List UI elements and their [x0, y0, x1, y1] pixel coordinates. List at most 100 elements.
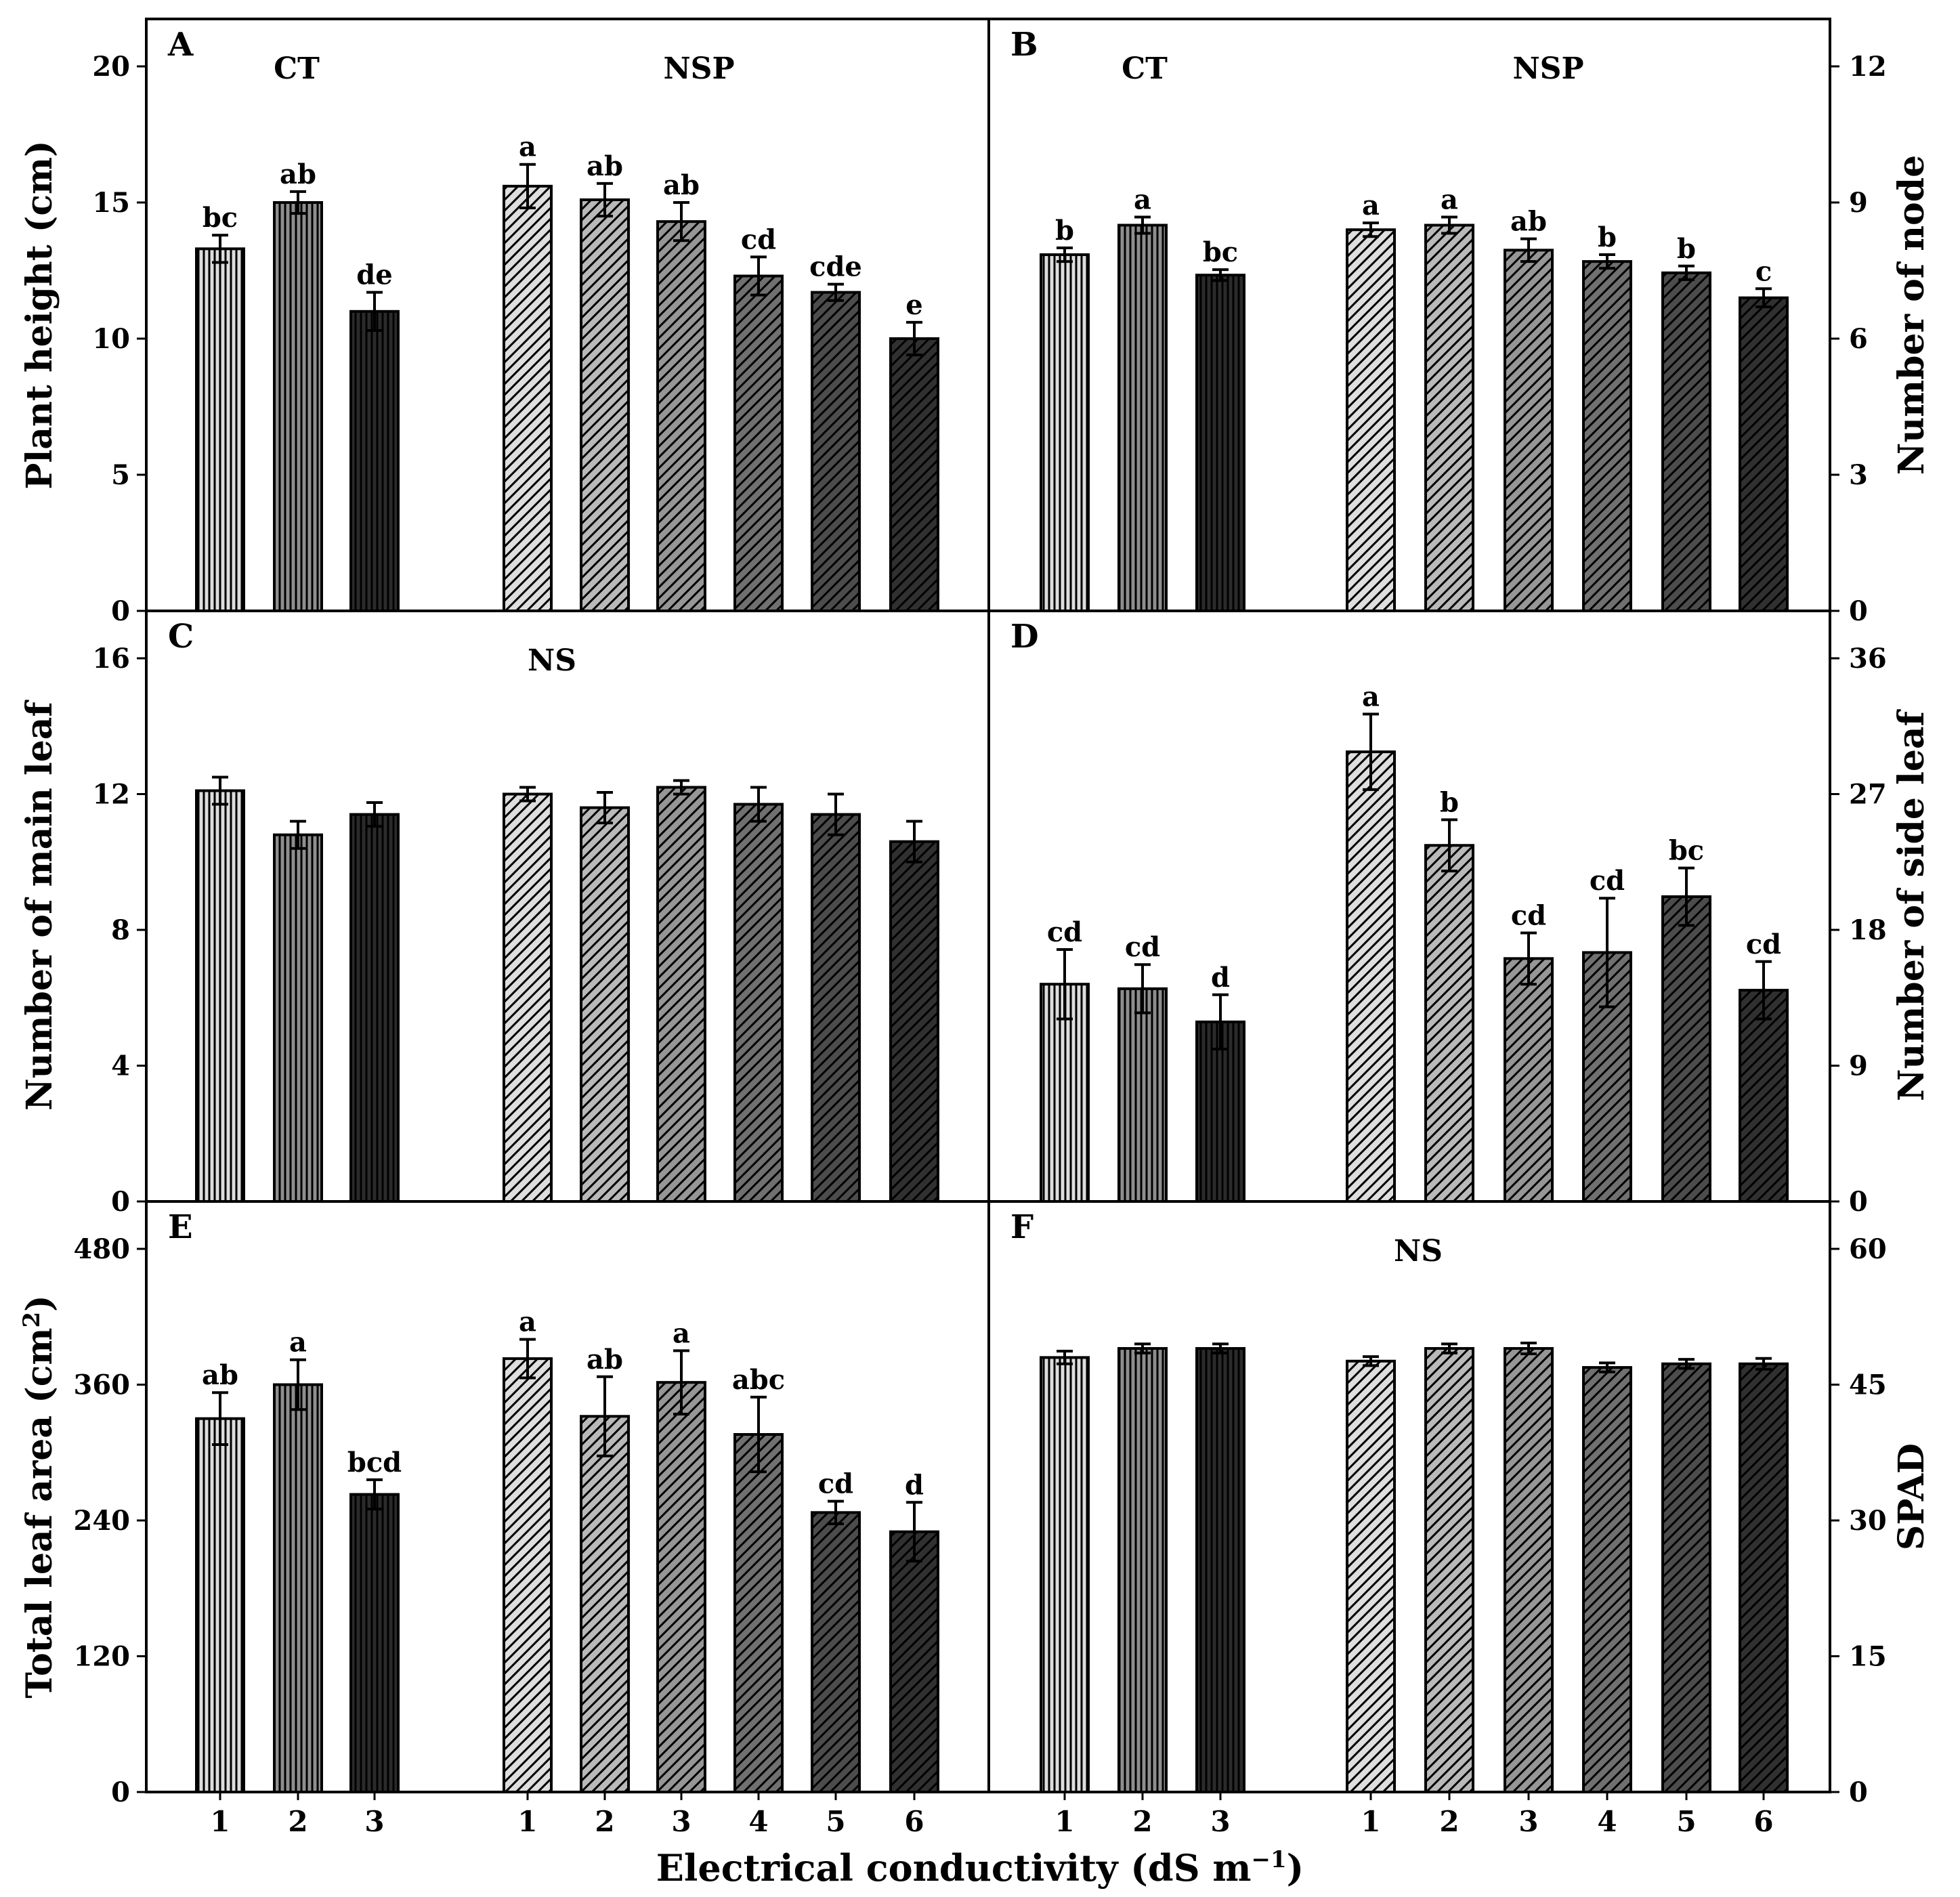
bar-ct-3 — [349, 813, 400, 1203]
y-tick-label: 60 — [1849, 1233, 1887, 1265]
y-axis-label-close: ) — [19, 1295, 60, 1312]
y-axis-label-c: Number of main leaf — [19, 700, 60, 1111]
bar-nsp-5 — [1661, 271, 1711, 612]
bar-nsp-5 — [1661, 1362, 1711, 1794]
x-tick-label: 6 — [1753, 1805, 1773, 1838]
y-tick-label: 0 — [111, 595, 130, 627]
x-tick-label: 4 — [1597, 1805, 1617, 1838]
bar-nsp-2 — [580, 806, 630, 1203]
y-axis-label-f: SPAD — [1891, 1443, 1932, 1550]
bar-nsp-2 — [580, 1415, 630, 1794]
x-axis-title-main: Electrical conductivity (dS m — [656, 1846, 1252, 1890]
significance-letter: a — [289, 1327, 307, 1359]
y-tick-label: 27 — [1849, 779, 1887, 811]
x-axis-title-close: ) — [1287, 1846, 1304, 1890]
y-tick-label: 9 — [1849, 1050, 1868, 1082]
significance-letter: cd — [1125, 931, 1160, 963]
x-tick-label: 2 — [1439, 1805, 1459, 1838]
significance-letter: bc — [1669, 835, 1704, 867]
panel-d: D 0 9 18 27 36 Number of side leaf cd cd d a b cd cd b… — [1010, 618, 1932, 1218]
significance-letter: bc — [203, 202, 238, 234]
group-label-nsp: NSP — [1512, 51, 1583, 86]
bar-nsp-6 — [889, 337, 939, 612]
y-tick-label: 0 — [1849, 1776, 1868, 1808]
bar-ct-1 — [195, 247, 245, 612]
y-tick-label: 4 — [111, 1050, 130, 1082]
bar-nsp-6 — [1739, 296, 1789, 612]
panel-letter-a: A — [167, 26, 194, 64]
group-label-nsp: NSP — [663, 51, 734, 86]
y-tick-label: 15 — [92, 187, 130, 219]
panel-letter-b: B — [1010, 26, 1038, 64]
panel-a: A CT NSP 0 5 10 15 20 Plant height (cm) bc ab de a ab… — [19, 26, 939, 627]
y-tick-label: 15 — [1849, 1641, 1887, 1673]
y-tick-label: 0 — [1849, 595, 1868, 627]
bar-nsp-4 — [733, 803, 784, 1203]
significance-letter: bc — [1203, 236, 1238, 268]
y-tick-label: 0 — [111, 1776, 130, 1808]
significance-letter: de — [356, 259, 392, 291]
bar-nsp-4 — [733, 1433, 784, 1793]
bar-nsp-6 — [1739, 989, 1789, 1203]
y-axis-label-text: Total leaf area (cm — [19, 1328, 60, 1699]
bar-ct-3 — [349, 1493, 400, 1793]
panel-letter-d: D — [1010, 618, 1039, 656]
y-axis-label-text: SPAD — [1891, 1443, 1932, 1550]
bar-nsp-3 — [656, 1381, 706, 1793]
bar-nsp-1 — [1346, 1359, 1396, 1794]
bar-ct-3 — [349, 310, 400, 612]
bar-nsp-2 — [580, 198, 630, 613]
bar-ct-1 — [195, 1417, 245, 1793]
bar-ct-1 — [195, 789, 245, 1203]
significance-letter: cd — [1047, 916, 1082, 948]
y-tick-label: 16 — [92, 643, 130, 675]
y-axis-label-text: Number of node — [1891, 155, 1932, 475]
significance-letter: abc — [732, 1364, 785, 1396]
bar-nsp-3 — [1504, 249, 1554, 613]
bar-ct-3 — [1195, 274, 1245, 612]
bar-ct-1 — [1040, 983, 1090, 1203]
significance-letter: b — [1055, 215, 1074, 247]
significance-letter: a — [1134, 184, 1151, 215]
y-tick-label: 120 — [74, 1641, 131, 1673]
significance-letter: ab — [202, 1359, 238, 1391]
bar-ct-2 — [1117, 987, 1168, 1203]
bar-ct-2 — [273, 201, 323, 612]
y-tick-label: 12 — [92, 779, 130, 811]
y-axis-label-b: Number of node — [1891, 155, 1932, 475]
y-tick-label: 36 — [1849, 643, 1887, 675]
bar-nsp-4 — [1582, 260, 1632, 613]
significance-letter: cd — [818, 1468, 853, 1500]
bar-nsp-3 — [1504, 957, 1554, 1203]
y-tick-label: 3 — [1849, 459, 1868, 491]
significance-letter: b — [1677, 233, 1696, 265]
y-tick-label: 20 — [92, 51, 130, 83]
y-axis-label-superscript: 2 — [18, 1312, 45, 1328]
significance-letter: ab — [587, 150, 623, 182]
x-tick-label: 6 — [904, 1805, 924, 1838]
significance-letter: a — [673, 1317, 690, 1349]
x-tick-label: 3 — [1518, 1805, 1538, 1838]
y-tick-label: 0 — [111, 1186, 130, 1218]
significance-letter: ab — [587, 1344, 623, 1376]
significance-letter: cde — [809, 251, 862, 283]
bar-nsp-1 — [1346, 750, 1396, 1203]
significance-letter: ab — [663, 169, 700, 201]
y-tick-label: 8 — [111, 914, 130, 946]
bar-nsp-4 — [733, 274, 784, 612]
y-axis-label-text: Number of side leaf — [1891, 708, 1932, 1101]
y-tick-label: 18 — [1849, 914, 1887, 946]
group-label-ct: CT — [1122, 51, 1168, 86]
significance-letter: b — [1440, 786, 1459, 818]
bar-ct-2 — [1117, 1347, 1168, 1793]
significance-letter: d — [905, 1469, 924, 1501]
x-tick-label: 1 — [1054, 1805, 1074, 1838]
bar-nsp-1 — [503, 792, 553, 1203]
bar-nsp-1 — [503, 1357, 553, 1793]
x-tick-label: 1 — [210, 1805, 230, 1838]
x-tick-label: 2 — [1132, 1805, 1152, 1838]
significance-letter: a — [1362, 681, 1380, 712]
y-tick-label: 9 — [1849, 187, 1868, 219]
